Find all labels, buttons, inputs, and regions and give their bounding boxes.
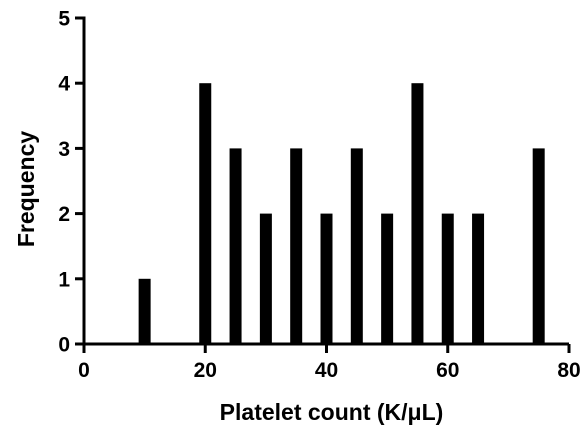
bar-40 [320, 213, 333, 344]
bar-75 [532, 148, 545, 344]
bar-60 [441, 213, 454, 344]
bar-20 [199, 83, 212, 344]
x-tick-label-0: 0 [78, 359, 90, 382]
bar-50 [381, 213, 394, 344]
bar-30 [259, 213, 272, 344]
x-axis-title: Platelet count (K/μL) [220, 399, 444, 425]
x-ticks-group: 0 20 40 60 80 [78, 344, 581, 382]
bar-10 [138, 278, 151, 344]
bar-35 [290, 148, 303, 344]
y-tick-label-2: 2 [58, 203, 70, 226]
bars-group [138, 83, 545, 344]
bar-65 [472, 213, 485, 344]
y-tick-label-3: 3 [58, 138, 70, 161]
x-tick-label-60: 60 [436, 359, 459, 382]
y-tick-label-1: 1 [58, 268, 70, 291]
y-axis-title: Frequency [13, 131, 39, 248]
y-tick-label-5: 5 [58, 8, 70, 31]
y-tick-label-0: 0 [58, 334, 70, 357]
x-tick-label-20: 20 [194, 359, 217, 382]
bar-45 [350, 148, 363, 344]
bar-25 [229, 148, 242, 344]
bar-55 [411, 83, 424, 344]
x-tick-label-80: 80 [557, 359, 580, 382]
x-tick-label-40: 40 [315, 359, 338, 382]
y-tick-label-4: 4 [58, 73, 70, 96]
y-ticks-group: 0 1 2 3 4 5 [58, 8, 84, 357]
